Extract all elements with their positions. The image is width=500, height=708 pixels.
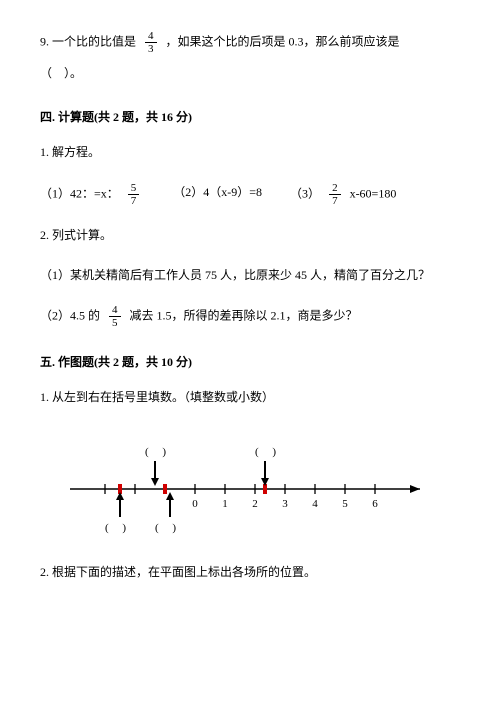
svg-text:1: 1 — [222, 498, 228, 510]
eq1-num: 5 — [128, 182, 140, 195]
svg-text:( ): ( ) — [155, 522, 176, 534]
q9-tail: （ ）。 — [40, 63, 460, 85]
eq1-fraction: 5 7 — [128, 182, 140, 207]
equation-1: （1）42：=x： 5 7 — [40, 182, 145, 207]
section-4-title: 四. 计算题(共 2 题，共 16 分) — [40, 107, 460, 129]
number-line-figure: 0 1 2 3 4 5 6 ( ) ( ) ( ) ( ) — [50, 427, 460, 545]
sec5-q1: 1. 从左到右在括号里填数。（填整数或小数） — [40, 387, 460, 409]
equation-2: （2）4（x-9）=8 — [173, 182, 262, 207]
q9-prefix: 9. 一个比的比值是 — [40, 34, 136, 48]
q2-2-num: 4 — [109, 304, 121, 317]
svg-text:4: 4 — [312, 498, 318, 510]
eq3-num: 2 — [329, 182, 341, 195]
eq3-den: 7 — [329, 195, 341, 207]
q2-2-fraction: 4 5 — [109, 304, 121, 329]
number-line-svg: 0 1 2 3 4 5 6 ( ) ( ) ( ) ( ) — [50, 427, 430, 537]
sec4-q2-2: （2）4.5 的 4 5 减去 1.5，所得的差再除以 2.1，商是多少？ — [40, 304, 460, 329]
svg-text:0: 0 — [192, 498, 198, 510]
q9-frac-num: 4 — [145, 30, 157, 43]
section-5-title: 五. 作图题(共 2 题，共 10 分) — [40, 352, 460, 374]
svg-text:5: 5 — [342, 498, 348, 510]
svg-text:6: 6 — [372, 498, 378, 510]
sec5-q2: 2. 根据下面的描述，在平面图上标出各场所的位置。 — [40, 562, 460, 584]
eq3-b: x-60=180 — [350, 186, 397, 200]
svg-text:( ): ( ) — [255, 446, 276, 458]
eq3-a: （3） — [290, 186, 320, 200]
eq1-text: （1）42：=x： — [40, 186, 119, 200]
svg-text:3: 3 — [282, 498, 288, 510]
svg-text:( ): ( ) — [145, 446, 166, 458]
equation-3: （3） 2 7 x-60=180 — [290, 182, 396, 207]
q2-2-den: 5 — [109, 317, 121, 329]
eq3-fraction: 2 7 — [329, 182, 341, 207]
q2-2b: 减去 1.5，所得的差再除以 2.1，商是多少？ — [130, 309, 358, 323]
q2-2a: （2）4.5 的 — [40, 309, 100, 323]
q9-frac-den: 3 — [145, 43, 157, 55]
svg-text:2: 2 — [252, 498, 258, 510]
svg-text:( ): ( ) — [105, 522, 126, 534]
q9-fraction: 4 3 — [145, 30, 157, 55]
sec4-q2-1: （1）某机关精简后有工作人员 75 人，比原来少 45 人，精简了百分之几？ — [40, 265, 460, 287]
sec4-q1: 1. 解方程。 — [40, 142, 460, 164]
question-9: 9. 一个比的比值是 4 3 ，如果这个比的后项是 0.3，那么前项应该是 （ … — [40, 30, 460, 85]
equation-row: （1）42：=x： 5 7 （2）4（x-9）=8 （3） 2 7 x-60=1… — [40, 182, 460, 207]
sec4-q2: 2. 列式计算。 — [40, 225, 460, 247]
eq1-den: 7 — [128, 195, 140, 207]
q9-mid: ，如果这个比的后项是 0.3，那么前项应该是 — [166, 34, 400, 48]
